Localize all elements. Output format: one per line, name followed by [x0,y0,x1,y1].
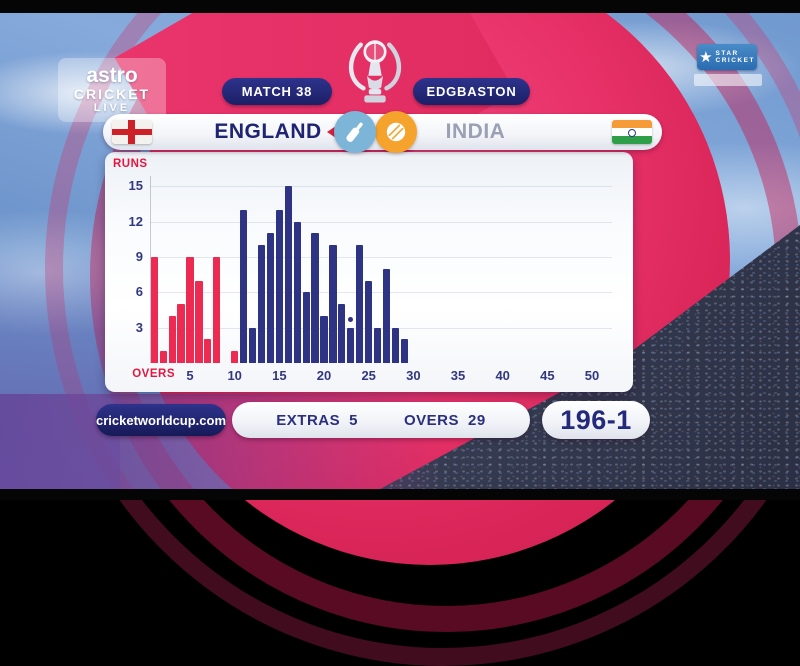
star-text-line1: STAR [715,50,739,57]
run-bar-over-24 [356,245,364,363]
run-bar-over-23 [347,327,355,363]
runs-per-over-chart-panel: RUNS 3 6 9 12 15 5 10 15 20 25 30 35 40 45 50 OVERS [105,152,633,392]
channel-logo-strip [694,74,762,86]
astro-live-text: LIVE [93,101,131,114]
run-bar-over-18 [302,292,310,363]
x-tick-label: 35 [450,368,466,383]
astro-cricket-text: CRICKET [73,85,151,102]
extras-label: EXTRAS [276,411,341,429]
run-bar-over-14 [266,233,275,363]
run-bar-over-27 [382,268,391,363]
india-flag-icon [612,120,652,144]
x-axis-title: OVERS [132,368,175,380]
y-tick-label: 6 [135,284,143,300]
y-axis-title: RUNS [113,158,148,170]
cricket-bat-icon [334,111,376,153]
run-bar-over-15 [275,209,283,363]
match-number-badge: MATCH 38 [222,78,332,105]
venue-badge: EDGBASTON [413,78,530,105]
y-tick-label: 3 [135,319,143,335]
run-bar-over-25 [365,280,373,363]
run-bar-over-12 [248,327,257,363]
run-bar-over-28 [391,327,400,363]
run-bar-over-1 [150,256,158,363]
y-gridline [150,256,612,258]
overs-label: OVERS [403,411,459,429]
run-bar-over-5 [186,256,194,363]
x-tick-label: 25 [361,368,376,383]
run-bar-over-19 [311,233,319,363]
letterbox-top [0,0,800,13]
run-bar-over-10 [231,351,239,363]
bowling-team-name: INDIA [445,120,506,143]
batting-team-name: ENGLAND [214,120,322,143]
y-tick-label: 9 [135,248,143,264]
y-tick-label: 15 [128,178,143,194]
run-bar-over-3 [168,315,176,363]
score-badge: 196-1 [542,401,650,439]
run-bar-over-8 [213,256,221,363]
run-bar-over-13 [257,245,266,363]
astro-brand-text: astro [86,63,138,87]
star-icon: ★ [699,48,713,66]
run-bar-over-20 [320,315,328,363]
cricket-ball-icon [375,111,417,153]
y-gridline [150,186,612,188]
england-flag-icon [112,120,152,144]
run-bar-over-2 [159,351,167,363]
run-bar-over-29 [400,339,408,363]
batting-indicator-arrow-icon [327,126,336,138]
extras-stat: EXTRAS 5 [276,412,358,429]
run-bar-over-4 [177,304,185,363]
star-text-line2: CRICKET [715,57,755,64]
extras-value: 5 [349,411,358,429]
star-cricket-logo: ★ STAR CRICKET [697,44,757,70]
run-bar-over-21 [329,245,337,363]
run-bar-over-11 [240,209,248,363]
overs-stat: OVERS 29 [404,412,486,429]
x-tick-label: 50 [584,368,600,383]
extras-overs-bar: EXTRAS 5 OVERS 29 [232,402,530,438]
y-axis-line [150,176,151,363]
world-cup-trophy-icon [348,40,402,103]
ashoka-chakra-icon [628,128,636,137]
x-tick-label: 45 [540,368,555,383]
team-score-bar: ENGLAND INDIA [103,111,662,153]
x-tick-label: 15 [272,368,287,383]
run-bar-over-6 [195,280,203,363]
x-tick-label: 5 [186,368,194,383]
website-badge: cricketworldcup.com [96,404,226,436]
run-bar-over-7 [204,339,212,363]
x-tick-label: 30 [406,368,421,383]
overs-value: 29 [468,411,486,429]
run-bar-over-22 [338,304,346,363]
x-tick-label: 10 [227,368,242,383]
x-tick-label: 40 [495,368,510,383]
runs-chart-plot: 3 6 9 12 15 5 10 15 20 25 30 35 40 45 50 [105,152,633,392]
run-bar-over-26 [374,327,382,363]
letterbox-bottom [0,489,800,500]
x-tick-label: 20 [316,368,332,383]
y-tick-label: 12 [128,213,143,229]
wicket-marker-over-23 [348,316,354,322]
astro-cricket-live-logo: astro CRICKET LIVE [58,58,166,122]
run-bar-over-17 [293,221,301,363]
y-gridline [150,221,612,223]
y-gridline [150,292,612,294]
purple-left-decoration [0,250,120,489]
run-bar-over-16 [284,186,292,363]
